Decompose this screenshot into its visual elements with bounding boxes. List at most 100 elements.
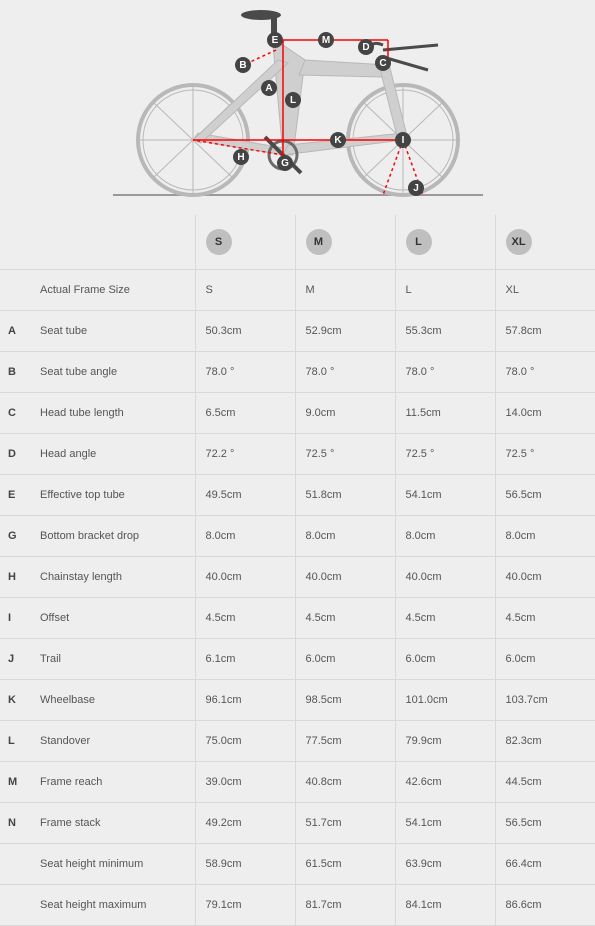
row-value: 6.5cm: [195, 393, 295, 434]
table-row: ASeat tube50.3cm52.9cm55.3cm57.8cm: [0, 311, 595, 352]
row-value: 78.0 °: [195, 352, 295, 393]
row-value: XL: [495, 270, 595, 311]
table-row: IOffset4.5cm4.5cm4.5cm4.5cm: [0, 598, 595, 639]
diagram-badge-B: B: [235, 57, 251, 73]
row-value: 4.5cm: [295, 598, 395, 639]
row-value: 4.5cm: [495, 598, 595, 639]
row-value: 40.0cm: [295, 557, 395, 598]
table-row: HChainstay length40.0cm40.0cm40.0cm40.0c…: [0, 557, 595, 598]
svg-text:G: G: [281, 158, 289, 169]
row-letter: A: [0, 311, 30, 352]
row-label: Seat tube angle: [30, 352, 195, 393]
row-label: Frame stack: [30, 803, 195, 844]
row-value: 101.0cm: [395, 680, 495, 721]
row-letter: L: [0, 721, 30, 762]
row-value: 8.0cm: [395, 516, 495, 557]
row-value: 4.5cm: [395, 598, 495, 639]
row-value: S: [195, 270, 295, 311]
row-value: 40.8cm: [295, 762, 395, 803]
row-letter: M: [0, 762, 30, 803]
table-row: JTrail6.1cm6.0cm6.0cm6.0cm: [0, 639, 595, 680]
row-value: 56.5cm: [495, 803, 595, 844]
size-badge: XL: [506, 229, 532, 255]
row-value: 8.0cm: [495, 516, 595, 557]
row-value: 14.0cm: [495, 393, 595, 434]
row-label: Actual Frame Size: [30, 270, 195, 311]
row-letter: [0, 270, 30, 311]
svg-text:J: J: [413, 183, 419, 194]
row-label: Chainstay length: [30, 557, 195, 598]
diagram-badge-C: C: [375, 55, 391, 71]
row-value: 57.8cm: [495, 311, 595, 352]
row-value: 56.5cm: [495, 475, 595, 516]
row-label: Effective top tube: [30, 475, 195, 516]
row-value: 9.0cm: [295, 393, 395, 434]
row-label: Trail: [30, 639, 195, 680]
diagram-badge-E: E: [267, 32, 283, 48]
size-header-l: L: [395, 215, 495, 270]
row-value: 54.1cm: [395, 475, 495, 516]
row-value: 78.0 °: [495, 352, 595, 393]
table-row: Actual Frame SizeSMLXL: [0, 270, 595, 311]
svg-text:E: E: [271, 35, 278, 46]
row-letter: C: [0, 393, 30, 434]
geometry-table: S M L XL Actual Frame SizeSMLXLASeat tub…: [0, 215, 595, 926]
table-row: GBottom bracket drop8.0cm8.0cm8.0cm8.0cm: [0, 516, 595, 557]
row-value: 79.9cm: [395, 721, 495, 762]
size-header-m: M: [295, 215, 395, 270]
row-value: 6.1cm: [195, 639, 295, 680]
diagram-badge-D: D: [358, 39, 374, 55]
row-value: 8.0cm: [295, 516, 395, 557]
diagram-badge-H: H: [233, 149, 249, 165]
diagram-badge-L: L: [285, 92, 301, 108]
row-letter: G: [0, 516, 30, 557]
row-value: 78.0 °: [295, 352, 395, 393]
row-label: Standover: [30, 721, 195, 762]
svg-text:H: H: [237, 152, 244, 163]
diagram-badge-J: J: [408, 180, 424, 196]
diagram-badge-G: G: [277, 155, 293, 171]
svg-text:I: I: [401, 135, 404, 146]
size-badge: L: [406, 229, 432, 255]
row-value: 40.0cm: [195, 557, 295, 598]
table-row: NFrame stack49.2cm51.7cm54.1cm56.5cm: [0, 803, 595, 844]
diagram-badge-M: M: [318, 32, 334, 48]
diagram-badge-K: K: [330, 132, 346, 148]
row-letter: I: [0, 598, 30, 639]
row-label: Offset: [30, 598, 195, 639]
row-label: Head angle: [30, 434, 195, 475]
geometry-diagram: E M D C B A L K I J H G: [0, 0, 595, 215]
row-value: L: [395, 270, 495, 311]
row-label: Seat height minimum: [30, 844, 195, 885]
header-blank-label: [30, 215, 195, 270]
row-value: 6.0cm: [495, 639, 595, 680]
table-row: Seat height minimum58.9cm61.5cm63.9cm66.…: [0, 844, 595, 885]
table-row: LStandover75.0cm77.5cm79.9cm82.3cm: [0, 721, 595, 762]
row-value: 39.0cm: [195, 762, 295, 803]
row-value: 96.1cm: [195, 680, 295, 721]
row-value: 98.5cm: [295, 680, 395, 721]
svg-text:L: L: [289, 95, 295, 106]
diagram-badge-A: A: [261, 80, 277, 96]
svg-text:M: M: [321, 35, 329, 46]
row-value: 40.0cm: [395, 557, 495, 598]
row-value: 50.3cm: [195, 311, 295, 352]
row-value: 78.0 °: [395, 352, 495, 393]
row-value: 8.0cm: [195, 516, 295, 557]
diagram-badge-I: I: [395, 132, 411, 148]
row-value: 11.5cm: [395, 393, 495, 434]
row-value: 72.5 °: [395, 434, 495, 475]
size-header-xl: XL: [495, 215, 595, 270]
row-letter: E: [0, 475, 30, 516]
row-label: Head tube length: [30, 393, 195, 434]
row-letter: B: [0, 352, 30, 393]
row-value: M: [295, 270, 395, 311]
row-letter: K: [0, 680, 30, 721]
row-value: 72.5 °: [495, 434, 595, 475]
header-blank-letter: [0, 215, 30, 270]
row-value: 6.0cm: [295, 639, 395, 680]
size-badge: M: [306, 229, 332, 255]
row-value: 54.1cm: [395, 803, 495, 844]
row-value: 84.1cm: [395, 885, 495, 926]
row-letter: [0, 844, 30, 885]
